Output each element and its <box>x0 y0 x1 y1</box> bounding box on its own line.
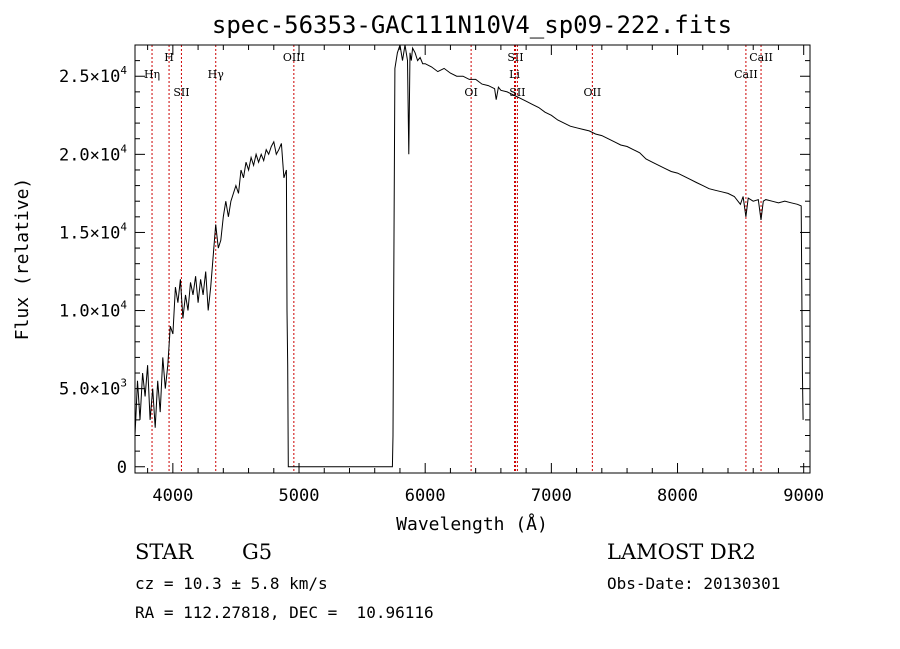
marker-label: OIII <box>283 51 305 64</box>
x-tick-label: 5000 <box>279 486 320 506</box>
y-tick-label: 1.0×104 <box>59 299 127 322</box>
y-tick-label: 5.0×103 <box>59 377 127 400</box>
y-tick-label: 2.0×104 <box>59 142 127 165</box>
marker-label: CaII <box>749 51 773 64</box>
object-class: STAR <box>135 540 194 564</box>
chart-title: spec-56353-GAC111N10V4_sp09-222.fits <box>212 11 732 39</box>
marker-label: Hγ <box>208 68 225 81</box>
redshift-line: cz = 10.3 ± 5.8 km/s <box>135 574 328 593</box>
survey-name: LAMOST DR2 <box>607 540 756 564</box>
marker-label: SII <box>173 86 189 99</box>
y-tick-label: 0 <box>117 458 127 478</box>
x-tick-label: 9000 <box>783 486 824 506</box>
marker-label: SII <box>509 86 525 99</box>
plot-frame <box>134 44 811 474</box>
marker-label: OI <box>464 86 477 99</box>
spectrum-line <box>134 44 804 468</box>
y-tick-label: 2.5×104 <box>59 64 127 87</box>
x-tick-label: 8000 <box>657 486 698 506</box>
x-tick-label: 6000 <box>405 486 446 506</box>
y-tick-label: 1.5×104 <box>59 220 127 243</box>
tick-layer: 4000 5000 6000 7000 8000 9000 0 5.0×103 1.0×104 1… <box>59 45 824 506</box>
marker-label: Li <box>509 68 520 81</box>
marker-label: H <box>164 51 174 64</box>
marker-label: OII <box>584 86 602 99</box>
x-tick-label: 4000 <box>152 486 193 506</box>
subclass: G5 <box>242 540 273 564</box>
coordinates-line: RA = 112.27818, DEC = 10.96116 <box>135 603 434 622</box>
x-axis-label: Wavelength (Å) <box>396 513 548 535</box>
line-marker-layer: Hη H SII Hγ OIII OI Li SII SII OII CaII CaII <box>144 45 773 473</box>
y-axis-label: Flux (relative) <box>12 178 33 341</box>
x-tick-label: 7000 <box>531 486 572 506</box>
marker-label: CaII <box>734 68 758 81</box>
marker-label: Hη <box>144 68 160 81</box>
observation-date: Obs-Date: 20130301 <box>607 574 781 593</box>
marker-label: SII <box>507 51 523 64</box>
